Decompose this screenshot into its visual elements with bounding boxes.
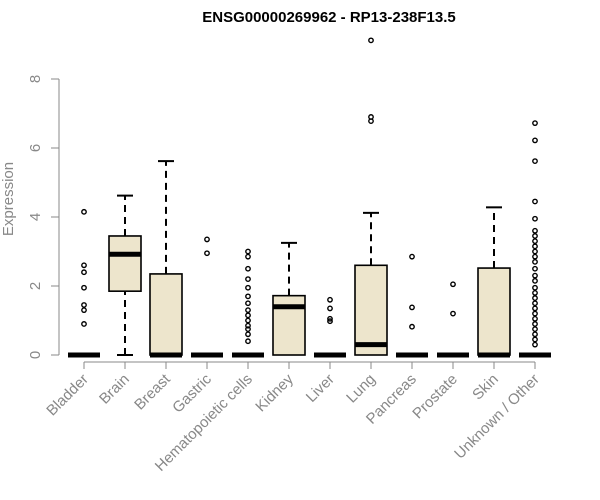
outlier-point	[532, 265, 538, 272]
outlier-point	[532, 158, 538, 165]
boxes-layer	[68, 37, 551, 358]
box-group	[191, 236, 223, 358]
outlier-point	[368, 37, 374, 44]
y-tick-label: 2	[27, 282, 44, 290]
outlier-point	[245, 326, 251, 333]
outlier-point	[532, 227, 538, 234]
outlier-point	[245, 300, 251, 307]
outlier-point	[245, 312, 251, 319]
outlier-point	[245, 331, 251, 338]
outlier-point	[245, 293, 251, 300]
outlier-point	[532, 238, 538, 245]
outlier-point	[532, 310, 538, 317]
outlier-point	[532, 295, 538, 301]
outlier-point	[532, 198, 538, 205]
x-tick-label: Bladder	[43, 371, 92, 420]
box-group	[149, 160, 183, 358]
outlier-point	[532, 289, 538, 296]
outlier-point	[450, 310, 456, 317]
outlier-point	[532, 305, 538, 312]
outlier-point	[532, 277, 538, 284]
x-tick-label: Skin	[469, 371, 502, 404]
outlier-point	[532, 258, 538, 265]
outlier-point	[245, 248, 251, 255]
outlier-point	[81, 262, 87, 269]
outlier-point	[532, 272, 538, 279]
box-group	[437, 281, 469, 358]
box-iqr	[354, 264, 388, 356]
box-iqr	[149, 273, 183, 356]
outlier-point	[81, 208, 87, 215]
box-group	[272, 241, 306, 356]
outlier-point	[532, 243, 538, 250]
outlier-point	[81, 284, 87, 291]
y-tick-label: 4	[27, 213, 44, 221]
y-axis-label: Expression	[0, 162, 17, 236]
box-group	[396, 253, 428, 358]
y-tick-label: 8	[27, 75, 44, 83]
outlier-point	[532, 120, 538, 127]
outlier-point	[245, 338, 251, 345]
y-tick-label: 0	[27, 351, 44, 359]
outlier-point	[409, 253, 415, 260]
x-tick-label: Liver	[303, 371, 338, 406]
chart-title: ENSG00000269962 - RP13-238F13.5	[202, 9, 456, 26]
box-group	[108, 194, 142, 356]
outlier-point	[532, 284, 538, 291]
outlier-point	[532, 321, 538, 327]
outlier-point	[532, 233, 538, 239]
box-group	[354, 37, 388, 356]
outlier-point	[245, 307, 251, 314]
outlier-point	[245, 322, 251, 329]
outlier-point	[532, 137, 538, 144]
outlier-point	[204, 236, 210, 243]
outlier-point	[81, 321, 87, 327]
outlier-point	[532, 336, 538, 343]
outlier-point	[81, 307, 87, 314]
outlier-point	[327, 315, 333, 322]
outlier-point	[204, 250, 210, 257]
outlier-point	[245, 317, 251, 324]
outlier-point	[532, 341, 538, 348]
outlier-point	[532, 215, 538, 222]
outlier-point	[532, 326, 538, 333]
outlier-point	[245, 284, 251, 291]
box-iqr	[108, 235, 142, 292]
outlier-point	[81, 269, 87, 276]
outlier-point	[409, 323, 415, 330]
y-tick-label: 6	[27, 144, 44, 152]
box-iqr	[477, 267, 511, 356]
outlier-point	[450, 281, 456, 288]
outlier-point	[245, 265, 251, 272]
box-group	[314, 296, 346, 358]
box-group	[519, 120, 551, 358]
outlier-point	[327, 305, 333, 312]
outlier-point	[327, 296, 333, 303]
outlier-point	[81, 302, 87, 308]
outlier-point	[532, 315, 538, 322]
box-group	[232, 248, 264, 358]
outlier-point	[532, 248, 538, 255]
x-tick-label: Kidney	[252, 370, 297, 415]
outlier-point	[532, 331, 538, 338]
x-tick-label: Lung	[343, 371, 379, 407]
box-group	[68, 208, 100, 358]
outlier-point	[532, 300, 538, 307]
outlier-point	[327, 318, 333, 325]
x-tick-label: Prostate	[409, 371, 461, 423]
outlier-point	[368, 118, 374, 124]
outlier-point	[532, 253, 538, 260]
outlier-point	[245, 253, 251, 260]
y-axis: 0 2 4 6 8	[27, 75, 60, 359]
outlier-point	[409, 304, 415, 311]
box-group	[477, 206, 511, 358]
x-tick-label: Brain	[96, 371, 133, 408]
outlier-point	[245, 276, 251, 282]
x-tick-label: Breast	[131, 370, 174, 413]
